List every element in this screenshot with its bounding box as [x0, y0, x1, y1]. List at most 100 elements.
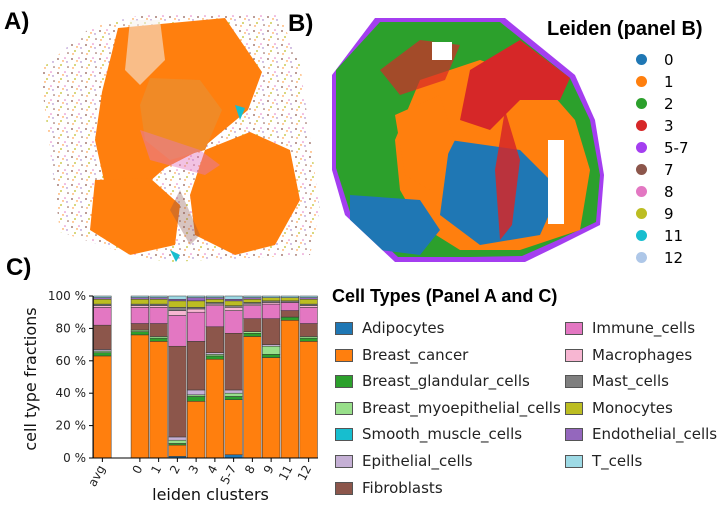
bar-segment [205, 298, 224, 303]
y-tick-label: 60 % [56, 354, 87, 368]
y-tick-label: 20 % [56, 419, 87, 433]
panel-c-label: C) [6, 254, 32, 281]
bar-segment [187, 396, 206, 402]
bar-segment [168, 444, 187, 457]
bar-segment [168, 310, 187, 316]
bar-segment [280, 302, 299, 311]
bar-segment [224, 333, 243, 391]
legend-swatch-icon [335, 375, 353, 389]
cell-type-legend-label: Epithelial_cells [362, 452, 473, 470]
legend-swatch-icon [565, 428, 583, 442]
y-tick-label: 80 % [56, 321, 87, 335]
bar-segment [262, 357, 281, 459]
y-tick-label: 0 % [63, 451, 86, 465]
x-tick-label: 4 [205, 463, 221, 476]
leiden-legend-title: Leiden (panel B) [547, 18, 703, 40]
legend-dot-icon [636, 142, 647, 153]
bar-segment [262, 318, 281, 345]
bar-segment [130, 307, 149, 324]
x-tick-label: 12 [295, 463, 315, 483]
leiden-legend-label: 7 [664, 161, 674, 179]
legend-swatch-icon [565, 348, 583, 362]
legend-swatch-icon [565, 375, 583, 389]
panel-b-label: B) [288, 10, 314, 37]
legend-swatch-icon [335, 428, 353, 442]
bar-segment [168, 307, 187, 311]
y-tick-label: 40 % [56, 386, 87, 400]
legend-swatch-icon [335, 348, 353, 362]
bar-segment [93, 298, 112, 305]
bar-segment [299, 298, 318, 305]
cell-type-legend-label: Endothelial_cells [592, 425, 718, 444]
bar-segment [262, 345, 281, 355]
leiden-legend-label: 5-7 [664, 139, 689, 157]
bar-segment [262, 354, 281, 358]
legend-dot-icon [636, 54, 647, 65]
bar-segment [130, 323, 149, 331]
bar-segment [205, 355, 224, 360]
x-tick-label: 0 [130, 463, 146, 476]
bar-segment [149, 295, 168, 298]
bar-segment [262, 295, 281, 298]
legend-swatch-icon [335, 455, 353, 468]
x-tick-label: 11 [276, 463, 296, 483]
leiden-legend-label: 3 [664, 117, 674, 135]
bar-segment [130, 334, 149, 459]
bar-segment [187, 297, 206, 302]
bar-segment [93, 355, 112, 459]
bar-segment [168, 345, 187, 438]
bar-segment [224, 307, 243, 311]
bar-segment [130, 295, 149, 298]
bar-segment [187, 311, 206, 342]
bar-segment [243, 318, 262, 332]
bar-segment [299, 323, 318, 337]
bar-segment [187, 341, 206, 391]
legend-dot-icon [636, 186, 647, 197]
cell-type-legend-label: Fibroblasts [362, 478, 443, 497]
bar-segment [168, 295, 187, 300]
x-tick-label: 2 [167, 463, 183, 476]
leiden-legend-label: 2 [664, 95, 674, 113]
bar-segment [149, 341, 168, 459]
legend-swatch-icon [565, 455, 583, 468]
bar-segment [280, 310, 299, 318]
y-axis-label: cell type fractions [21, 307, 40, 450]
cell-type-legend-label: Breast_glandular_cells [362, 372, 530, 391]
leiden-legend-label: 8 [664, 183, 674, 201]
bar-segment [168, 436, 187, 441]
cell-types-legend-title: Cell Types (Panel A and C) [332, 286, 558, 306]
cell-type-legend-label: Breast_cancer [362, 345, 469, 364]
legend-dot-icon [636, 230, 647, 241]
cell-type-legend-label: Monocytes [592, 398, 673, 417]
bar-segment [299, 337, 318, 342]
bar-segment [130, 298, 149, 305]
bar-segment [243, 336, 262, 459]
legend-swatch-icon [335, 322, 353, 335]
leiden-legend-label: 1 [664, 73, 674, 91]
bar-segment [93, 324, 112, 350]
y-tick-label: 100 % [48, 289, 86, 303]
bar-segment [243, 305, 262, 319]
cell-type-legend-label: Immune_cells [592, 319, 696, 337]
cell-type-legend-label: Mast_cells [592, 372, 669, 391]
bar-segment [205, 358, 224, 459]
x-tick-label: avg [85, 463, 108, 489]
x-tick-label: 1 [148, 463, 164, 476]
bar-segment [280, 295, 299, 298]
bar-segment [149, 298, 168, 305]
bar-segment [187, 308, 206, 313]
bar-segment [243, 298, 262, 303]
legend-dot-icon [636, 164, 647, 175]
cell-type-legend-label: Adipocytes [362, 319, 445, 337]
panel-a-tissue-image [40, 15, 320, 262]
panel-a-label: A) [4, 8, 30, 35]
bar-segment [93, 307, 112, 326]
x-axis-label: leiden clusters [152, 485, 269, 504]
leiden-legend-label: 0 [664, 51, 674, 69]
bar-segment [187, 295, 206, 298]
bar-segment [205, 295, 224, 298]
legend-swatch-icon [565, 322, 583, 335]
bar-segment [280, 320, 299, 459]
bar-segment [224, 389, 243, 394]
